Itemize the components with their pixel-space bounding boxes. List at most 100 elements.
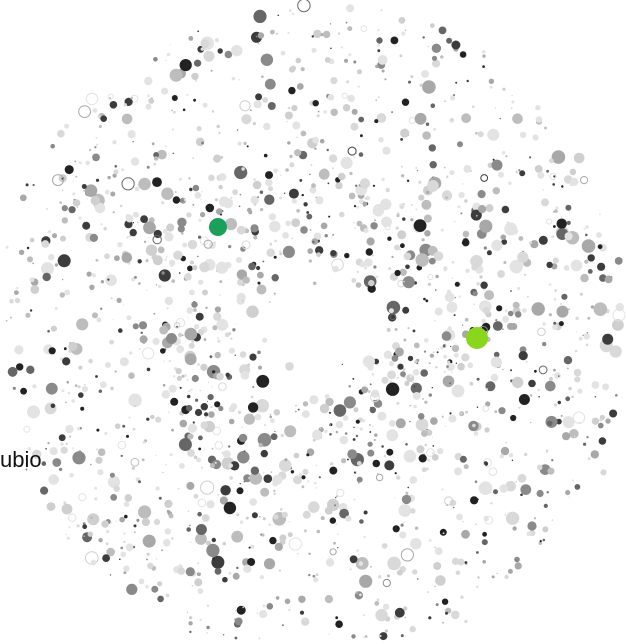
- cloud-dot: [476, 585, 479, 588]
- cloud-dot: [351, 278, 357, 283]
- cloud-dot: [188, 616, 193, 620]
- cloud-dot: [504, 514, 506, 516]
- cloud-dot: [266, 603, 274, 610]
- cloud-dot: [144, 76, 153, 86]
- cloud-dot: [211, 537, 216, 543]
- cloud-dot: [145, 259, 149, 263]
- cloud-dot: [200, 421, 208, 429]
- cloud-dot: [361, 386, 368, 394]
- cloud-dot: [479, 275, 483, 279]
- cloud-dot: [269, 415, 273, 419]
- cloud-dot: [175, 368, 182, 375]
- cloud-dot: [294, 149, 302, 157]
- cloud-dot: [386, 300, 401, 315]
- cloud-dot: [444, 292, 455, 303]
- cloud-dot: [65, 424, 74, 434]
- cloud-dot: [177, 332, 183, 338]
- cloud-dot: [530, 421, 532, 424]
- cloud-dot: [287, 106, 291, 110]
- cloud-dot: [185, 404, 193, 412]
- cloud-dot: [161, 549, 164, 552]
- cloud-dot: [485, 388, 489, 391]
- cloud-dot: [218, 196, 230, 207]
- cloud-dot: [32, 384, 37, 389]
- cloud-dot: [313, 29, 322, 39]
- cloud-dot: [178, 177, 182, 181]
- cloud-dot: [214, 567, 222, 575]
- cloud-dot: [377, 96, 380, 99]
- cloud-dot: [200, 39, 210, 49]
- cloud-dot: [469, 381, 474, 386]
- cloud-dot: [432, 436, 434, 438]
- cloud-dot: [484, 515, 494, 525]
- cloud-dot: [597, 244, 603, 250]
- cloud-dot: [410, 218, 414, 222]
- cloud-dot: [427, 282, 432, 287]
- cloud-dot: [447, 326, 452, 331]
- cloud-dot: [502, 87, 506, 91]
- cloud-dot: [302, 410, 310, 418]
- cloud-dot: [212, 557, 215, 560]
- cloud-dot: [262, 260, 265, 263]
- cloud-dot: [25, 468, 28, 471]
- cloud-dot: [316, 114, 320, 118]
- cloud-dot: [71, 447, 74, 450]
- cloud-dot: [151, 142, 155, 146]
- cloud-dot: [280, 174, 282, 176]
- cloud-dot: [119, 516, 125, 523]
- cloud-dot: [483, 288, 486, 291]
- cloud-dot: [29, 277, 35, 283]
- cloud-dot: [602, 383, 610, 391]
- cloud-dot: [376, 472, 379, 475]
- cloud-dot: [431, 43, 442, 53]
- cloud-dot: [349, 171, 353, 176]
- cloud-dot: [381, 376, 389, 384]
- cloud-dot: [161, 271, 165, 275]
- cloud-dot: [171, 109, 173, 112]
- cloud-dot: [279, 508, 283, 511]
- cloud-dot: [27, 256, 33, 263]
- cloud-dot: [201, 514, 210, 522]
- cloud-dot: [195, 312, 204, 321]
- cloud-dot: [377, 55, 388, 65]
- cloud-dot: [409, 625, 416, 633]
- cloud-dot: [199, 262, 210, 273]
- cloud-dot: [179, 419, 188, 428]
- cloud-dot: [475, 523, 477, 525]
- cloud-dot: [250, 395, 254, 399]
- cloud-dot: [97, 115, 101, 118]
- cloud-dot: [301, 475, 306, 480]
- cloud-dot: [210, 69, 213, 72]
- cloud-dot: [277, 14, 280, 17]
- cloud-dot: [518, 394, 530, 405]
- cloud-dot: [248, 262, 256, 271]
- highlighted-node-dark-green[interactable]: [209, 218, 227, 236]
- cloud-dot: [333, 404, 347, 417]
- highlighted-node-light-green[interactable]: [466, 327, 488, 349]
- cloud-dot: [236, 513, 240, 517]
- cloud-dot: [552, 324, 558, 330]
- cloud-dot: [124, 494, 133, 502]
- cloud-dot: [148, 98, 155, 104]
- cloud-dot: [333, 504, 337, 507]
- cloud-dot: [434, 585, 436, 587]
- cloud-dot: [415, 167, 418, 169]
- cloud-dot: [461, 353, 470, 362]
- cloud-dot: [291, 198, 297, 204]
- cloud-dot: [67, 391, 71, 395]
- cloud-dot: [389, 361, 395, 367]
- cloud-dot: [48, 474, 59, 485]
- cloud-dot: [376, 37, 383, 44]
- cloud-dot: [492, 187, 500, 195]
- cloud-dot: [404, 616, 407, 619]
- cloud-dot: [250, 109, 252, 111]
- cloud-dot: [42, 272, 51, 282]
- cloud-dot: [217, 339, 221, 343]
- cloud-dot: [216, 208, 223, 215]
- cloud-dot: [128, 393, 142, 407]
- cloud-dot: [570, 177, 579, 186]
- cloud-dot: [367, 390, 371, 393]
- cloud-dot: [454, 296, 457, 299]
- cloud-dot: [252, 199, 257, 203]
- cloud-dot: [330, 77, 338, 85]
